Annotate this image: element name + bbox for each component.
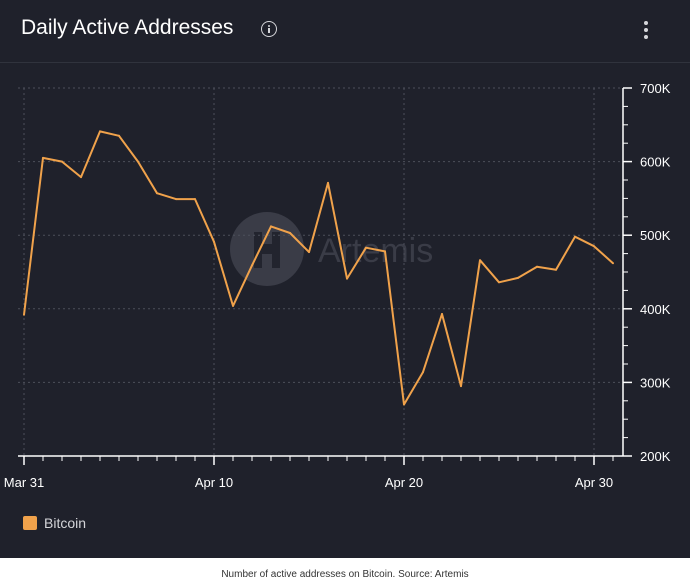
data-point <box>422 371 424 374</box>
card-header: Daily Active Addresses <box>0 0 690 63</box>
legend-label: Bitcoin <box>44 515 87 531</box>
data-point <box>612 262 614 265</box>
data-point <box>175 198 177 201</box>
line-chart: Artemis 700K 600K 500K 400K 300K 200K Mar 31 A… <box>4 81 671 490</box>
y-tick-label: 600K <box>640 155 671 170</box>
series-line-bitcoin <box>23 130 614 406</box>
data-point <box>270 225 272 228</box>
data-point <box>403 403 405 406</box>
data-point <box>213 240 215 243</box>
data-point <box>23 313 25 316</box>
y-tick-label: 300K <box>640 375 671 390</box>
data-point <box>99 130 101 133</box>
y-tick-label: 200K <box>640 449 671 464</box>
legend-item-bitcoin[interactable]: Bitcoin <box>23 514 86 532</box>
axes <box>18 87 632 465</box>
x-axis-labels: Mar 31 Apr 10 Apr 20 Apr 30 <box>4 475 613 490</box>
series-layer <box>23 130 614 406</box>
x-tick-label: Apr 10 <box>195 475 233 490</box>
data-point <box>479 259 481 262</box>
watermark-text: Artemis <box>318 232 433 270</box>
more-options-icon[interactable] <box>638 19 654 41</box>
data-point <box>156 192 158 195</box>
data-point <box>308 251 310 254</box>
data-point <box>441 313 443 315</box>
y-tick-label: 400K <box>640 302 671 317</box>
data-point <box>346 277 348 280</box>
y-tick-label: 700K <box>640 81 671 96</box>
x-tick-label: Apr 30 <box>575 475 613 490</box>
data-point <box>593 245 595 248</box>
data-point <box>574 235 576 238</box>
data-point <box>194 198 196 201</box>
chart-title: Daily Active Addresses <box>21 16 234 39</box>
data-point <box>536 265 538 268</box>
chart-card: Daily Active Addresses Artemis 700K 600K 5… <box>0 0 690 558</box>
data-point <box>460 385 462 388</box>
data-point <box>384 250 386 253</box>
data-point <box>327 181 329 184</box>
data-point <box>251 264 253 267</box>
y-tick-label: 500K <box>640 228 671 243</box>
y-axis-labels: 700K 600K 500K 400K 300K 200K <box>640 81 671 464</box>
x-tick-label: Mar 31 <box>4 475 44 490</box>
data-point <box>137 160 139 163</box>
data-point <box>365 246 367 249</box>
data-point <box>232 304 234 307</box>
data-point <box>42 156 44 159</box>
info-icon[interactable] <box>261 21 277 37</box>
data-point <box>498 281 500 284</box>
data-point <box>118 134 120 137</box>
vertical-gridlines <box>23 88 595 456</box>
data-point <box>555 268 557 271</box>
legend-swatch <box>23 516 37 530</box>
data-point <box>61 160 63 163</box>
horizontal-gridlines <box>18 87 623 383</box>
x-tick-label: Apr 20 <box>385 475 423 490</box>
figure-caption: Number of active addresses on Bitcoin. S… <box>221 569 469 580</box>
data-point <box>289 232 291 234</box>
data-point <box>80 176 82 179</box>
data-point <box>517 276 519 279</box>
